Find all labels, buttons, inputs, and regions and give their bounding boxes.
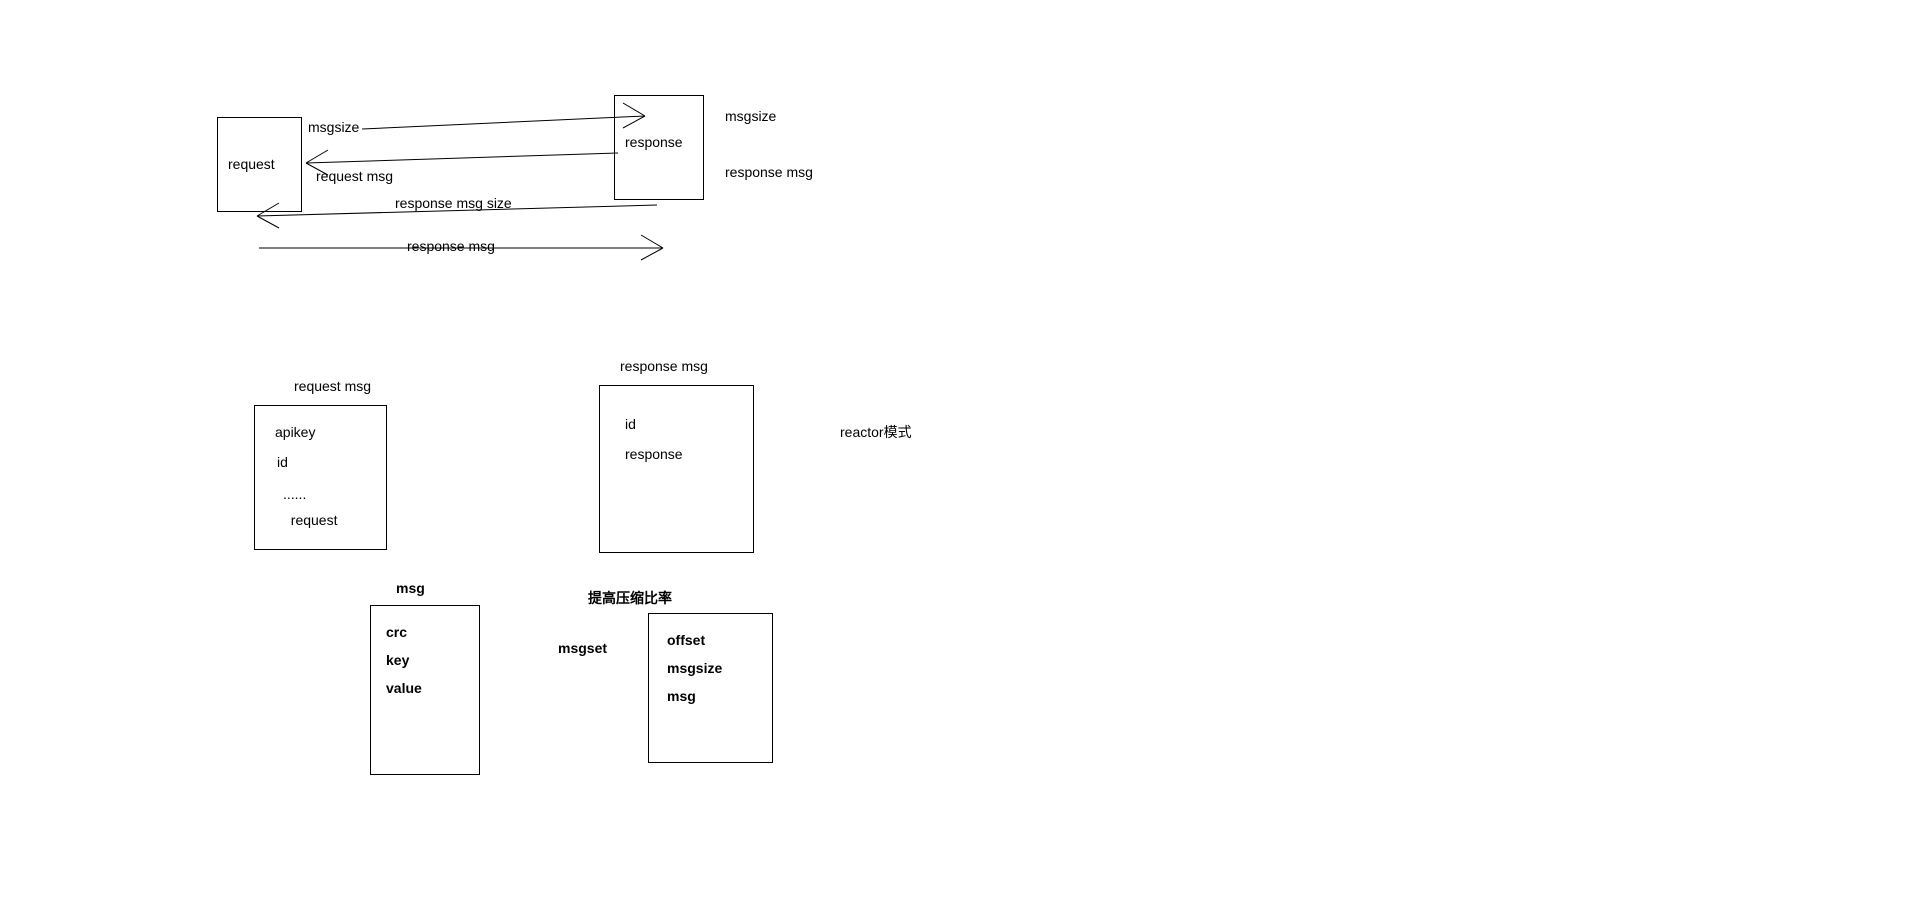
msgset-title-left: msgset bbox=[558, 640, 607, 656]
response-msg-title: response msg bbox=[620, 358, 708, 374]
msg-field-1: key bbox=[386, 652, 409, 668]
msgset-field-1: msgsize bbox=[667, 660, 722, 676]
msgset-field-0: offset bbox=[667, 632, 705, 648]
msgset-title-top: 提高压缩比率 bbox=[588, 588, 672, 608]
request-msg-field-2: ...... bbox=[283, 486, 306, 502]
request-box: request bbox=[217, 117, 302, 212]
arrow-label-response-msg-size: response msg size bbox=[395, 195, 512, 211]
msg-title: msg bbox=[396, 580, 425, 596]
request-box-label: request bbox=[228, 156, 275, 172]
arrow-label-msgsize: msgsize bbox=[308, 119, 359, 135]
right-response-msg-label: response msg bbox=[725, 164, 813, 180]
request-msg-field-3: request bbox=[283, 512, 337, 528]
msgset-box: offset msgsize msg bbox=[648, 613, 773, 763]
msg-box: crc key value bbox=[370, 605, 480, 775]
response-box: response bbox=[614, 95, 704, 200]
response-msg-box: id response bbox=[599, 385, 754, 553]
response-box-label: response bbox=[625, 134, 683, 150]
response-msg-field-0: id bbox=[625, 416, 636, 432]
right-msgsize-label: msgsize bbox=[725, 108, 776, 124]
request-msg-title: request msg bbox=[294, 378, 371, 394]
request-msg-field-0: apikey bbox=[275, 424, 315, 440]
arrow-label-response-msg: response msg bbox=[407, 238, 495, 254]
msg-field-0: crc bbox=[386, 624, 407, 640]
request-msg-box: apikey id ...... request bbox=[254, 405, 387, 550]
arrow-label-request-msg: request msg bbox=[316, 168, 393, 184]
request-msg-field-1: id bbox=[277, 454, 288, 470]
reactor-label: reactor模式 bbox=[840, 422, 912, 442]
msg-field-2: value bbox=[386, 680, 422, 696]
msgset-field-2: msg bbox=[667, 688, 696, 704]
response-msg-field-1: response bbox=[625, 446, 683, 462]
